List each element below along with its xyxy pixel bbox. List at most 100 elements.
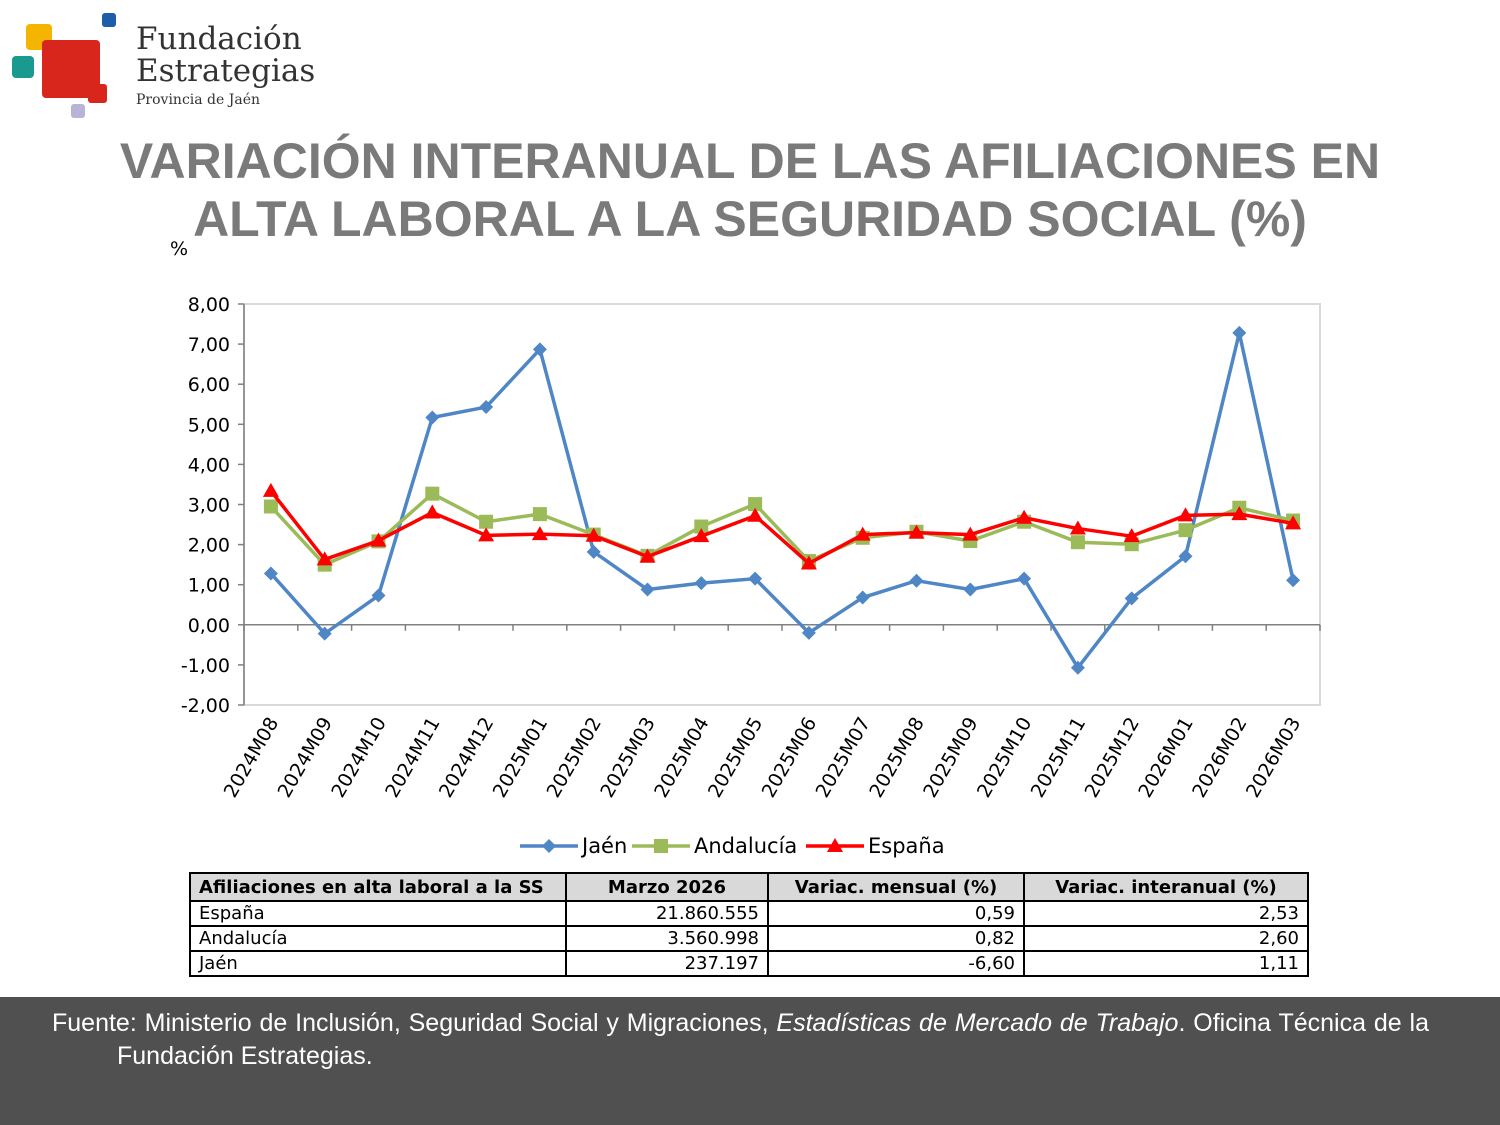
table-header-cell: Marzo 2026 <box>565 872 769 902</box>
data-point <box>371 588 386 603</box>
data-point <box>424 504 441 519</box>
data-point <box>694 576 709 591</box>
legend-label: Andalucía <box>694 834 797 858</box>
data-point <box>1070 660 1085 675</box>
y-tick-label: 5,00 <box>188 414 230 436</box>
data-point <box>586 544 601 559</box>
data-point <box>694 519 709 534</box>
data-point <box>585 527 602 542</box>
table-row: Andalucía 3.560.998 0,82 2,60 <box>189 925 1309 952</box>
table-cell: 0,82 <box>767 925 1025 952</box>
data-point <box>532 342 547 357</box>
source-text-part2: . Oficina Técnica de la Fundación Estrat… <box>117 1009 1430 1070</box>
x-tick-label: 2026M03 <box>1242 714 1306 802</box>
table-cell: Jaén <box>189 950 567 977</box>
y-axis-label: % <box>170 238 188 260</box>
data-point <box>317 626 332 641</box>
data-point <box>1070 535 1085 550</box>
table-row: España 21.860.555 0,59 2,53 <box>189 900 1309 927</box>
data-point <box>1069 520 1086 535</box>
source-text: Fuente: Ministerio de Inclusión, Segurid… <box>52 1007 1429 1073</box>
data-point <box>962 526 979 541</box>
table-cell: 0,59 <box>767 900 1025 927</box>
table-cell: 2,60 <box>1023 925 1309 952</box>
data-point <box>693 528 710 543</box>
data-point <box>1016 509 1033 524</box>
table-row: Jaén 237.197 -6,60 1,11 <box>189 950 1309 977</box>
table-header-cell: Variac. interanual (%) <box>1023 872 1309 902</box>
table-cell: 2,53 <box>1023 900 1309 927</box>
data-point <box>748 571 763 586</box>
data-point <box>370 532 387 547</box>
y-tick-label: 2,00 <box>188 535 230 557</box>
legend-label: España <box>868 834 945 858</box>
logo: Fundación Estrategias Provincia de Jaén <box>10 10 330 125</box>
table-cell: Andalucía <box>189 925 567 952</box>
data-point <box>479 514 494 529</box>
table-cell: 3.560.998 <box>565 925 769 952</box>
logo-square-blue <box>102 13 116 27</box>
logo-square-lilac <box>71 104 85 118</box>
logo-square-teal <box>12 56 34 78</box>
table-cell: -6,60 <box>767 950 1025 977</box>
data-point <box>263 499 278 514</box>
data-point <box>262 482 279 497</box>
data-point <box>909 573 924 588</box>
series-line-0 <box>269 331 1295 670</box>
data-point <box>639 548 656 563</box>
y-tick-label: 0,00 <box>188 615 230 637</box>
data-point <box>854 526 871 541</box>
data-point <box>263 566 278 581</box>
logo-text-provincia: Provincia de Jaén <box>136 92 261 108</box>
legend-label: Jaén <box>580 834 627 858</box>
page-title-line2: ALTA LABORAL A LA SEGURIDAD SOCIAL (%) <box>193 191 1307 247</box>
data-point <box>1177 507 1194 522</box>
source-text-part1: Fuente: Ministerio de Inclusión, Segurid… <box>52 1009 777 1037</box>
source-text-italic: Estadísticas de Mercado de Trabajo <box>776 1009 1179 1037</box>
data-point <box>532 507 547 522</box>
data-point <box>316 551 333 566</box>
data-point <box>1123 528 1140 543</box>
table-header-cell: Variac. mensual (%) <box>767 872 1025 902</box>
table-header-cell: Afiliaciones en alta laboral a la SS <box>189 872 567 902</box>
y-tick-label: 7,00 <box>188 334 230 356</box>
data-point <box>1286 573 1301 588</box>
table-header-row: Afiliaciones en alta laboral a la SS Mar… <box>189 872 1309 902</box>
data-point <box>425 410 440 425</box>
source-footer: Fuente: Ministerio de Inclusión, Segurid… <box>0 997 1500 1125</box>
logo-text-estrategias: Estrategias <box>136 53 316 89</box>
data-point <box>1231 506 1248 521</box>
data-point <box>800 555 817 570</box>
y-tick-label: -2,00 <box>181 695 230 717</box>
data-point <box>479 400 494 415</box>
line-chart: 8,00 7,00 6,00 5,00 4,00 3,00 2,00 1,00 0,00 -1,0… <box>170 238 1321 858</box>
y-tick-label: -1,00 <box>181 655 230 677</box>
table-cell: España <box>189 900 567 927</box>
y-tick-label: 1,00 <box>188 575 230 597</box>
legend-marker <box>542 839 556 853</box>
data-point <box>1285 515 1302 530</box>
y-tick-label: 3,00 <box>188 495 230 517</box>
data-point <box>1017 571 1032 586</box>
data-point <box>963 582 978 597</box>
table-cell: 1,11 <box>1023 950 1309 977</box>
data-point <box>855 590 870 605</box>
data-point <box>1124 591 1139 606</box>
data-point <box>908 524 925 539</box>
series-line-2 <box>269 489 1294 566</box>
data-point <box>640 582 655 597</box>
data-point <box>747 507 764 522</box>
legend-marker <box>654 839 668 853</box>
y-tick-label: 6,00 <box>188 374 230 396</box>
data-point <box>478 527 495 542</box>
page-title: VARIACIÓN INTERANUAL DE LAS AFILIACIONES… <box>40 132 1460 248</box>
y-tick-label: 4,00 <box>188 454 230 476</box>
table-cell: 237.197 <box>565 950 769 977</box>
legend-marker <box>827 838 843 852</box>
data-point <box>801 625 816 640</box>
logo-text-fundacion: Fundación <box>136 21 302 57</box>
series-line-1 <box>269 491 1294 567</box>
logo-square-red-small <box>88 84 107 103</box>
y-tick-label: 8,00 <box>188 294 230 316</box>
page-title-line1: VARIACIÓN INTERANUAL DE LAS AFILIACIONES… <box>119 133 1381 189</box>
